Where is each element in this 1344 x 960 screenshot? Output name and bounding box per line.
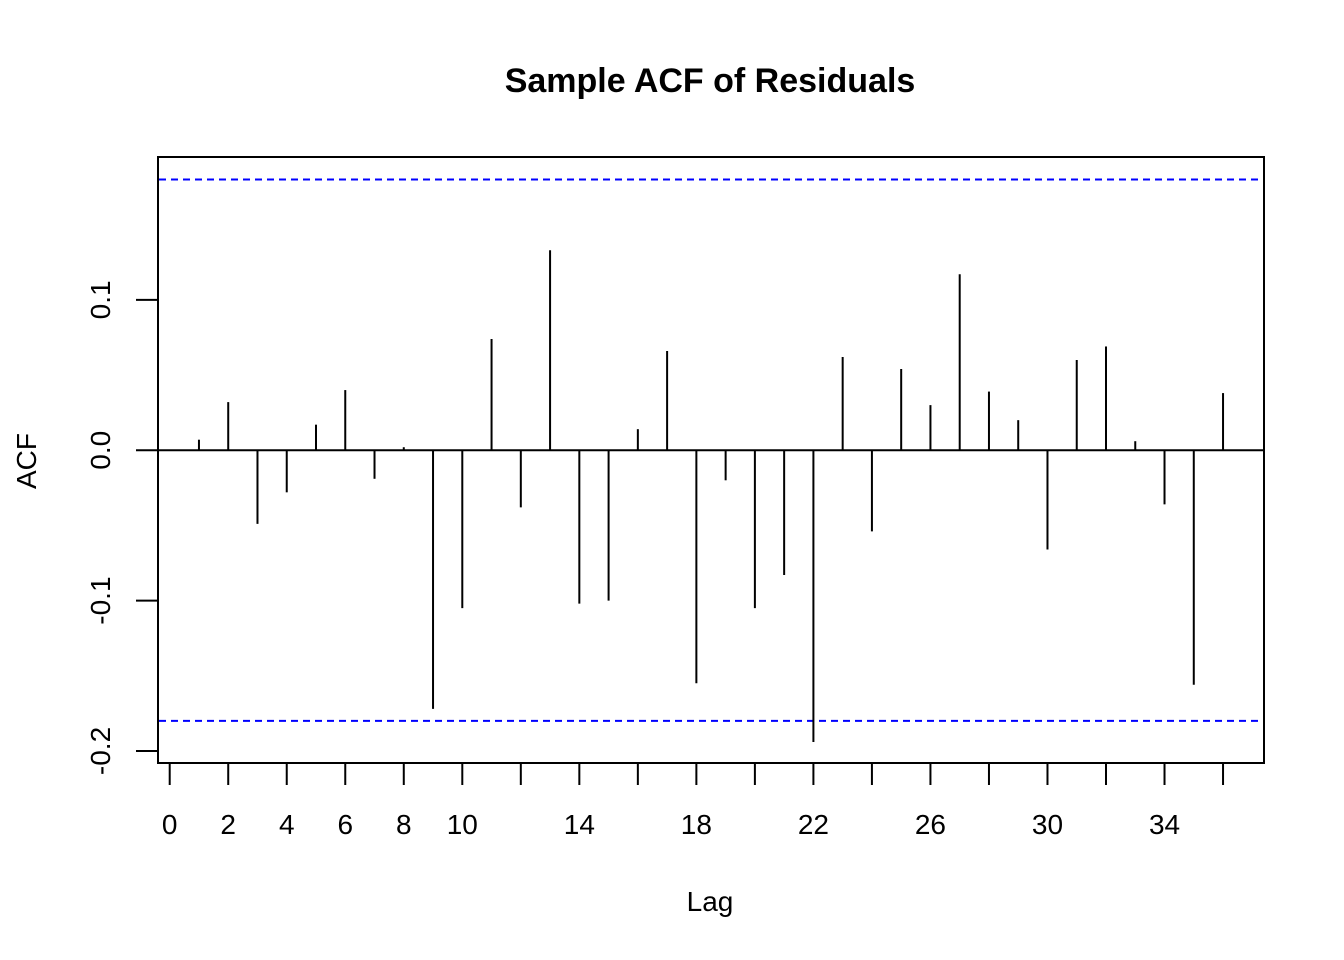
- x-axis-label: Lag: [687, 886, 734, 917]
- x-tick-label: 8: [396, 809, 412, 840]
- y-axis: -0.2 -0.1 0.0 0.1: [85, 280, 159, 775]
- x-tick-label: 6: [337, 809, 353, 840]
- x-tick-label: 34: [1149, 809, 1180, 840]
- x-axis: 0 2 4 6 8 10 14 18 22 26 30 34: [162, 762, 1225, 840]
- chart-title: Sample ACF of Residuals: [505, 62, 916, 100]
- y-axis-label: ACF: [11, 433, 42, 489]
- y-tick-label: 0.0: [85, 431, 116, 470]
- x-tick-label: 30: [1032, 809, 1063, 840]
- x-tick-label: 0: [162, 809, 178, 840]
- x-tick-label: 10: [447, 809, 478, 840]
- x-tick-label: 4: [279, 809, 295, 840]
- x-tick-label: 22: [798, 809, 829, 840]
- x-tick-label: 14: [564, 809, 595, 840]
- y-tick-label: -0.2: [85, 727, 116, 775]
- y-tick-label: -0.1: [85, 576, 116, 624]
- y-tick-label: 0.1: [85, 280, 116, 319]
- x-tick-label: 26: [915, 809, 946, 840]
- acf-bars: [197, 250, 1225, 742]
- plot-frame: [157, 156, 1265, 764]
- x-tick-label: 2: [220, 809, 236, 840]
- x-tick-label: 18: [681, 809, 712, 840]
- confidence-bounds: [159, 178, 1263, 722]
